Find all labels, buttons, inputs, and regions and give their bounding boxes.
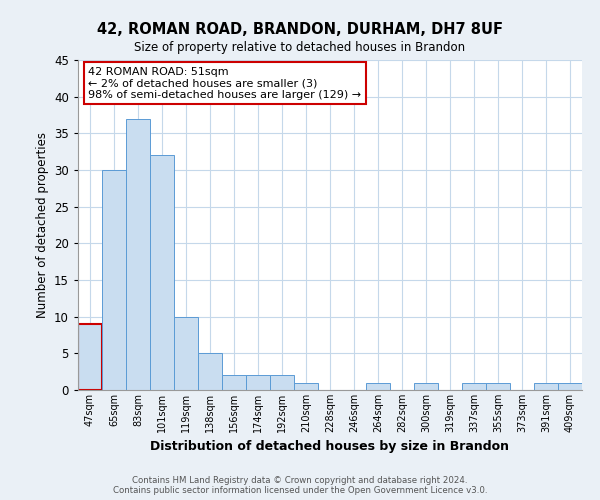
Bar bbox=[486, 382, 510, 390]
Bar bbox=[414, 382, 438, 390]
Bar bbox=[78, 324, 102, 390]
Bar bbox=[294, 382, 318, 390]
Bar bbox=[366, 382, 390, 390]
Bar bbox=[150, 156, 174, 390]
Text: 42 ROMAN ROAD: 51sqm
← 2% of detached houses are smaller (3)
98% of semi-detache: 42 ROMAN ROAD: 51sqm ← 2% of detached ho… bbox=[88, 66, 361, 100]
Text: Contains HM Land Registry data © Crown copyright and database right 2024.
Contai: Contains HM Land Registry data © Crown c… bbox=[113, 476, 487, 495]
Bar bbox=[174, 316, 198, 390]
Bar bbox=[222, 376, 246, 390]
Bar bbox=[198, 354, 222, 390]
Bar bbox=[246, 376, 270, 390]
Bar bbox=[126, 118, 150, 390]
Text: Size of property relative to detached houses in Brandon: Size of property relative to detached ho… bbox=[134, 41, 466, 54]
Bar bbox=[102, 170, 126, 390]
Bar bbox=[270, 376, 294, 390]
Bar bbox=[462, 382, 486, 390]
Text: 42, ROMAN ROAD, BRANDON, DURHAM, DH7 8UF: 42, ROMAN ROAD, BRANDON, DURHAM, DH7 8UF bbox=[97, 22, 503, 38]
Y-axis label: Number of detached properties: Number of detached properties bbox=[35, 132, 49, 318]
X-axis label: Distribution of detached houses by size in Brandon: Distribution of detached houses by size … bbox=[151, 440, 509, 454]
Bar bbox=[558, 382, 582, 390]
Bar bbox=[534, 382, 558, 390]
